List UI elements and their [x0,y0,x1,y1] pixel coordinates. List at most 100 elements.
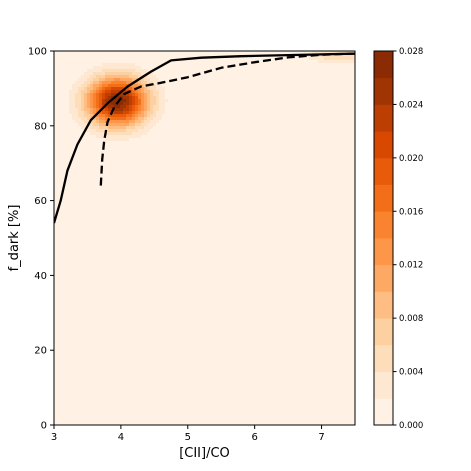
heatmap-cell [192,117,196,121]
heatmap-cell [249,90,253,94]
heatmap-cell [330,60,334,64]
heatmap-cell [168,186,172,190]
heatmap-cell [324,186,328,190]
heatmap-cell [240,153,244,157]
heatmap-cell [324,162,328,166]
heatmap-cell [198,69,202,73]
heatmap-cell [303,57,307,61]
heatmap-cell [144,126,148,130]
heatmap-cell [87,126,91,130]
heatmap-cell [120,63,124,67]
heatmap-cell [324,81,328,85]
heatmap-cell [186,60,190,64]
heatmap-cell [336,66,340,70]
heatmap-cell [132,63,136,67]
heatmap-cell [312,102,316,106]
heatmap-cell [297,141,301,145]
heatmap-cell [345,156,349,160]
heatmap-cell [66,93,70,97]
heatmap-cell [303,105,307,109]
heatmap-cell [255,135,259,139]
heatmap-cell [339,150,343,154]
heatmap-cell [204,54,208,58]
heatmap-cell [210,171,214,175]
heatmap-cell [66,120,70,124]
heatmap-cell [198,162,202,166]
heatmap-cell [195,78,199,82]
heatmap-cell [231,51,235,55]
heatmap-cell [294,138,298,142]
heatmap-cell [249,153,253,157]
heatmap-cell [258,138,262,142]
heatmap-cell [120,72,124,76]
heatmap-cell [63,90,67,94]
heatmap-cell [336,123,340,127]
heatmap-cell [258,174,262,178]
heatmap-cell [132,93,136,97]
heatmap-cell [342,141,346,145]
heatmap-cell [96,141,100,145]
heatmap-cell [225,66,229,70]
heatmap-cell [135,177,139,181]
heatmap-cell [330,66,334,70]
heatmap-cell [351,105,355,109]
heatmap-cell [147,177,151,181]
heatmap-cell [147,147,151,151]
heatmap-cell [78,132,82,136]
heatmap-cell [312,123,316,127]
heatmap-cell [348,168,352,172]
heatmap-cell [132,135,136,139]
heatmap-cell [111,177,115,181]
heatmap-cell [192,60,196,64]
heatmap-cell [192,90,196,94]
heatmap-cell [114,102,118,106]
heatmap-cell [246,57,250,61]
heatmap-cell [111,57,115,61]
heatmap-cell [267,132,271,136]
heatmap-cell [303,102,307,106]
heatmap-cell [105,192,109,196]
heatmap-cell [351,138,355,142]
heatmap-cell [285,138,289,142]
heatmap-cell [138,117,142,121]
heatmap-cell [237,57,241,61]
heatmap-cell [108,162,112,166]
heatmap-cell [252,87,256,91]
heatmap-cell [255,165,259,169]
heatmap-cell [237,141,241,145]
heatmap-cell [234,102,238,106]
heatmap-cell [351,126,355,130]
heatmap-cell [333,183,337,187]
heatmap-cell [138,141,142,145]
heatmap-cell [132,57,136,61]
heatmap-cell [333,150,337,154]
heatmap-cell [144,171,148,175]
heatmap-cell [96,168,100,172]
heatmap-cell [315,141,319,145]
heatmap-cell [108,156,112,160]
heatmap-cell [126,78,130,82]
heatmap-cell [123,156,127,160]
heatmap-cell [75,129,79,133]
heatmap-cell [204,114,208,118]
heatmap-cell [165,165,169,169]
heatmap-cell [111,159,115,163]
heatmap-cell [291,102,295,106]
heatmap-cell [180,189,184,193]
heatmap-cell [324,192,328,196]
heatmap-cell [210,93,214,97]
heatmap-cell [240,84,244,88]
heatmap-cell [189,192,193,196]
heatmap-cell [150,174,154,178]
heatmap-cell [183,51,187,55]
heatmap-cell [150,150,154,154]
heatmap-cell [228,117,232,121]
heatmap-cell [174,171,178,175]
heatmap-cell [270,147,274,151]
heatmap-cell [282,183,286,187]
heatmap-cell [255,153,259,157]
heatmap-cell [90,54,94,58]
heatmap-cell [171,198,175,202]
heatmap-cell [123,150,127,154]
heatmap-cell [285,60,289,64]
